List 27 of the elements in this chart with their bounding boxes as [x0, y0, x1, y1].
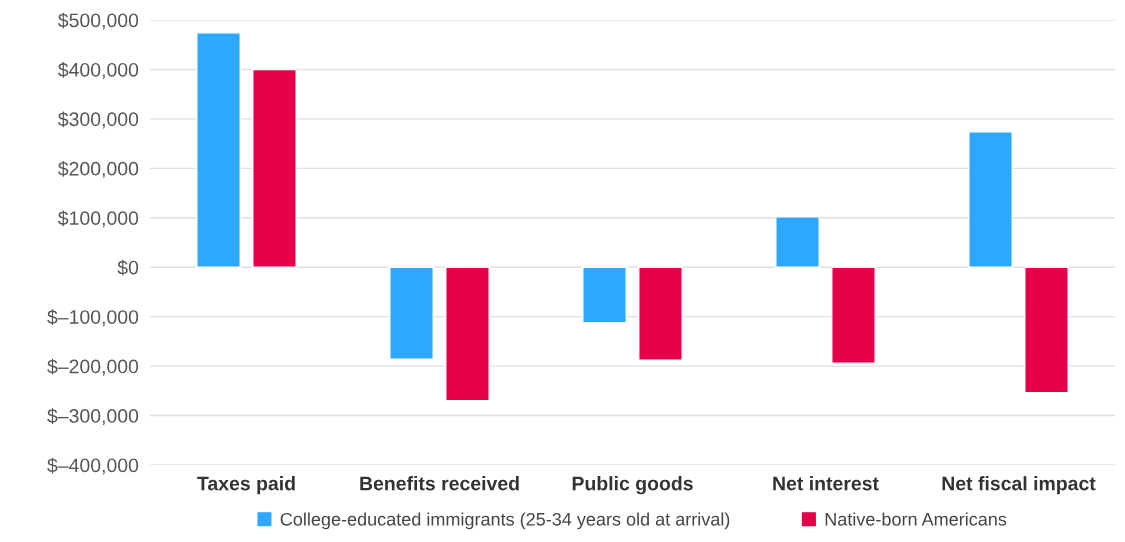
bar: [968, 131, 1013, 268]
y-tick-label: $300,000: [58, 111, 139, 129]
x-tick-label: Public goods: [572, 476, 693, 495]
y-tick-label: $500,000: [58, 12, 139, 30]
bar: [252, 68, 297, 268]
y-tick-label: $0: [117, 259, 139, 276]
legend-label: Native-born Americans: [825, 512, 1007, 526]
x-tick-label: Net interest: [773, 476, 879, 491]
x-tick-label: Benefits received: [360, 476, 519, 491]
x-tick-label: Net fiscal impact: [942, 476, 1096, 495]
y-tick-label: $100,000: [58, 210, 139, 228]
y-tick-label: $200,000: [58, 160, 139, 178]
bar: [196, 32, 241, 268]
y-tick-label: $–100,000: [47, 309, 139, 327]
y-tick-label: $–400,000: [47, 457, 139, 475]
y-tick-label: $400,000: [58, 62, 139, 79]
bar: [389, 266, 434, 360]
bar: [638, 266, 683, 361]
bar: [1024, 266, 1069, 394]
bar: [445, 266, 490, 402]
bar: [831, 266, 876, 364]
x-tick-label: Taxes paid: [197, 476, 295, 495]
y-tick-label: $–300,000: [47, 408, 139, 426]
y-tick-label: $–200,000: [47, 358, 139, 376]
legend-label: College-educated immigrants (25-34 years old at arrival): [280, 512, 730, 530]
bar: [582, 266, 627, 324]
bar: [775, 216, 820, 268]
